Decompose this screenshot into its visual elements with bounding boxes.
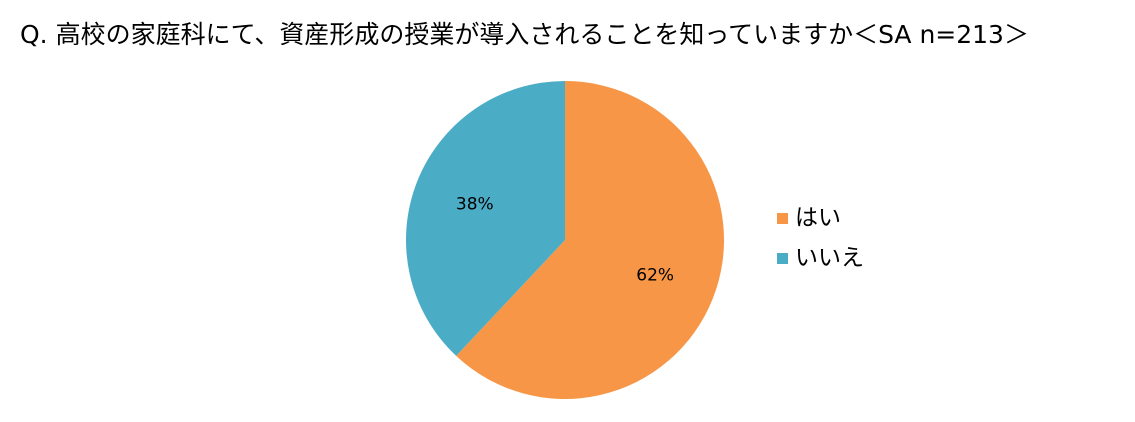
legend-item-iie: いいえ xyxy=(777,238,864,278)
legend-label-iie: いいえ xyxy=(795,245,864,271)
chart-title: Q. 高校の家庭科にて、資産形成の授業が導入されることを知っていますか＜SA n… xyxy=(20,20,1029,49)
pie-data-labels: 62% 38% xyxy=(456,194,674,285)
data-label-iie: 38% xyxy=(456,194,494,214)
legend-swatch-iie xyxy=(777,252,788,264)
legend-swatch-hai xyxy=(777,212,788,224)
legend-item-hai: はい xyxy=(777,198,864,238)
legend: はい いいえ xyxy=(777,198,864,278)
pie-slice-hai xyxy=(456,81,724,399)
pie-slice-iie xyxy=(406,81,565,356)
pie-slices xyxy=(406,81,724,399)
legend-label-hai: はい xyxy=(795,205,841,231)
data-label-hai: 62% xyxy=(636,266,674,286)
